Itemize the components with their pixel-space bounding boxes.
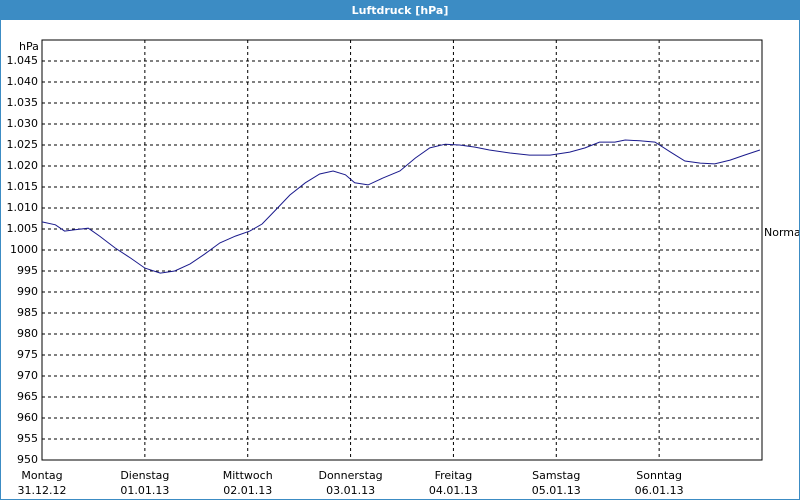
y-axis-label: hPa bbox=[19, 40, 39, 53]
x-tick-label: Samstag bbox=[532, 469, 580, 482]
y-tick-label: 1.020 bbox=[7, 159, 39, 172]
x-tick-label: Montag bbox=[21, 469, 62, 482]
x-tick-label: Donnerstag bbox=[318, 469, 382, 482]
x-tick-label: Mittwoch bbox=[223, 469, 273, 482]
y-tick-label: 1.040 bbox=[7, 75, 39, 88]
x-tick-date: 03.01.13 bbox=[326, 484, 375, 497]
data-line bbox=[41, 139, 761, 274]
x-tick-label: Dienstag bbox=[120, 469, 169, 482]
y-tick-label: 995 bbox=[17, 264, 38, 277]
y-tick-label: 955 bbox=[17, 432, 38, 445]
x-tick-date: 02.01.13 bbox=[223, 484, 272, 497]
y-tick-label: 1.015 bbox=[7, 180, 39, 193]
y-tick-label: 950 bbox=[17, 453, 38, 466]
y-tick-label: 970 bbox=[17, 369, 38, 382]
x-tick-date: 04.01.13 bbox=[429, 484, 478, 497]
x-tick-date: 31.12.12 bbox=[18, 484, 67, 497]
x-tick-date: 01.01.13 bbox=[120, 484, 169, 497]
y-tick-label: 975 bbox=[17, 348, 38, 361]
chart-title: Luftdruck [hPa] bbox=[352, 4, 449, 17]
y-tick-label: 965 bbox=[17, 390, 38, 403]
x-tick-label: Freitag bbox=[435, 469, 473, 482]
x-tick-date: 06.01.13 bbox=[635, 484, 684, 497]
y-tick-label: 1.030 bbox=[7, 117, 39, 130]
y-tick-label: 1.035 bbox=[7, 96, 39, 109]
y-tick-label: 980 bbox=[17, 327, 38, 340]
y-tick-label: 1.010 bbox=[7, 201, 39, 214]
x-tick-label: Sonntag bbox=[636, 469, 682, 482]
y-tick-label: 990 bbox=[17, 285, 38, 298]
x-tick-date: 05.01.13 bbox=[532, 484, 581, 497]
y-tick-label: 1.045 bbox=[7, 54, 39, 67]
normal-label: Normal bbox=[764, 226, 799, 239]
y-tick-label: 1.005 bbox=[7, 222, 39, 235]
y-tick-label: 960 bbox=[17, 411, 38, 424]
y-tick-label: 1000 bbox=[10, 243, 38, 256]
y-tick-label: 1.025 bbox=[7, 138, 39, 151]
title-bar bbox=[1, 1, 799, 20]
y-tick-label: 985 bbox=[17, 306, 38, 319]
